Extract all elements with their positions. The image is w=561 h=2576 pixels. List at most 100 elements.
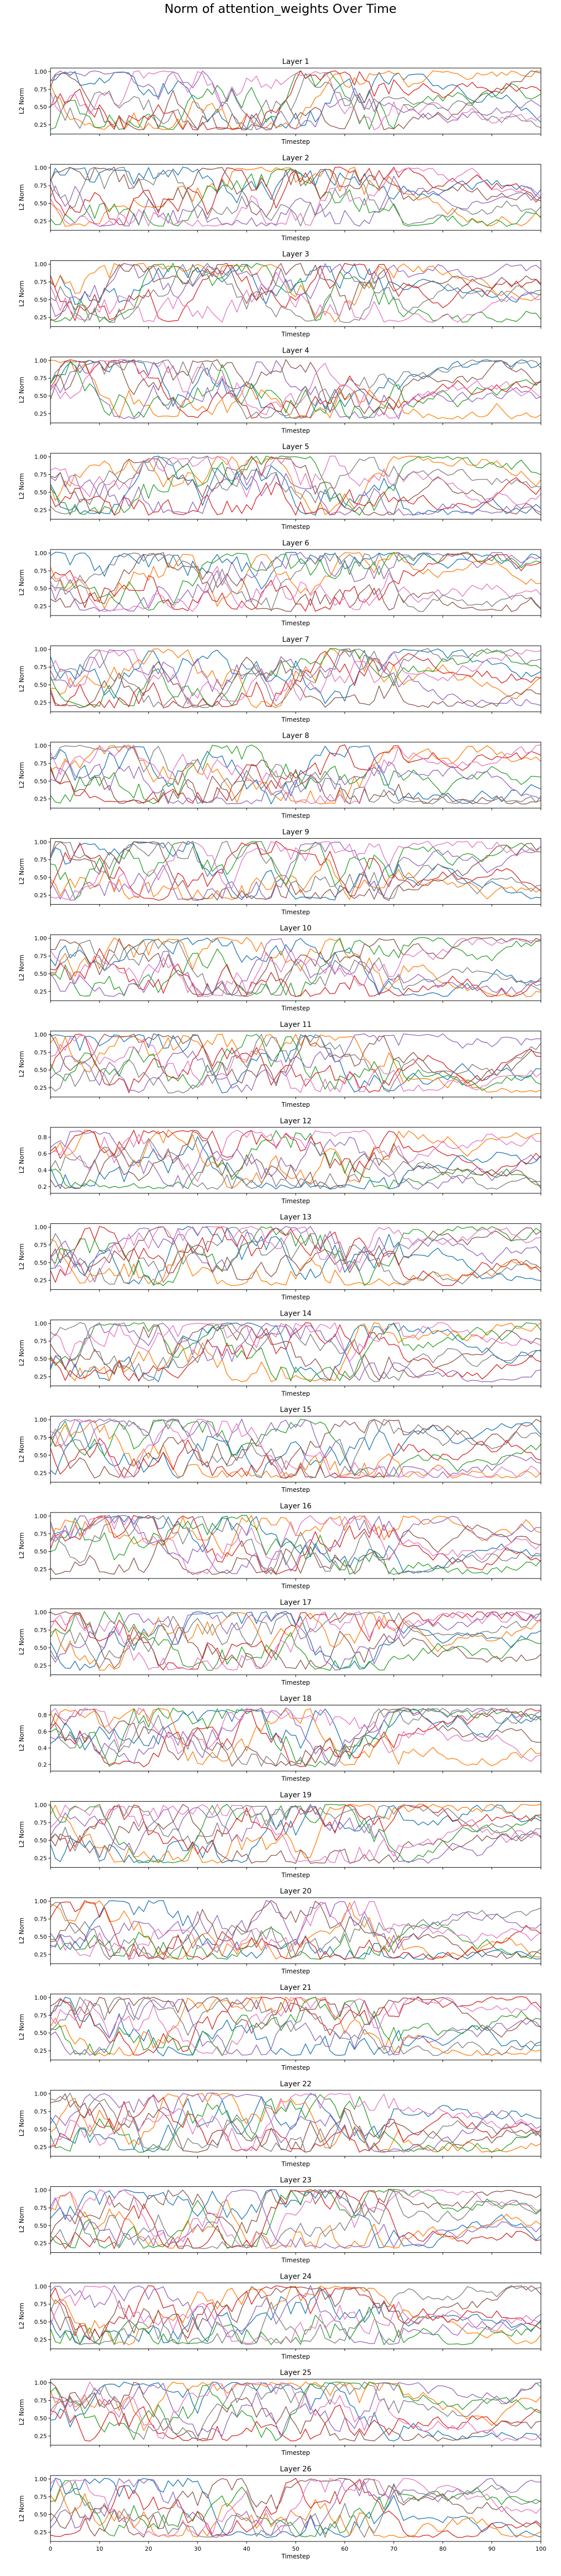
- y-axis-label: L2 Norm: [18, 762, 25, 788]
- series-line-8: [50, 648, 541, 708]
- series-line-8: [50, 552, 541, 612]
- y-tick-label: 0.25: [35, 507, 47, 513]
- panel-layer-17: Layer 17 0.25 0.50 0.75 1.00 L2 Norm Timestep: [18, 1599, 541, 1686]
- panel-title: Layer 16: [280, 1502, 311, 1510]
- y-tick-label: 0.75: [35, 471, 47, 478]
- series-line-6: [50, 1524, 541, 1575]
- series-line-7: [50, 1997, 541, 2056]
- series-line-8: [50, 1034, 541, 1093]
- panel-layer-6: Layer 6 0.25 0.50 0.75 1.00 L2 Norm Timestep: [18, 539, 541, 627]
- series-line-1: [50, 1033, 541, 1093]
- panel-layer-8: Layer 8 0.25 0.50 0.75 1.00 L2 Norm Timestep: [18, 732, 541, 820]
- y-tick-label: 0.75: [35, 1338, 47, 1345]
- y-tick-label: 0.75: [35, 279, 47, 286]
- series-line-8: [50, 745, 541, 805]
- y-axis-label: L2 Norm: [18, 666, 25, 692]
- x-tick-label: 20: [145, 2546, 152, 2552]
- x-axis-label: Timestep: [281, 1968, 310, 1975]
- x-axis-label: Timestep: [281, 2353, 310, 2360]
- axes-frame: [50, 1512, 541, 1579]
- series-line-2: [50, 2381, 541, 2431]
- series-line-1: [50, 1226, 541, 1285]
- series-group: [50, 2381, 541, 2441]
- y-tick-label: 1.00: [35, 165, 47, 172]
- panel-layer-15: Layer 15 0.25 0.50 0.75 1.00 L2 Norm Timestep: [18, 1406, 541, 1493]
- series-line-1: [50, 2092, 541, 2152]
- series-line-3: [50, 168, 541, 227]
- x-axis-label: Timestep: [281, 2064, 310, 2071]
- series-line-3: [50, 744, 541, 805]
- series-line-1: [50, 263, 541, 305]
- series-line-6: [50, 759, 541, 805]
- panel-title: Layer 10: [280, 924, 311, 933]
- y-tick-label: 0.50: [35, 393, 47, 400]
- y-tick-label: 1.00: [35, 69, 47, 75]
- series-group: [50, 2285, 541, 2346]
- series-line-8: [50, 167, 541, 227]
- series-line-2: [50, 1803, 541, 1864]
- y-tick-label: 0.25: [35, 1470, 47, 1476]
- y-axis-label: L2 Norm: [18, 2206, 25, 2233]
- panel-title: Layer 23: [280, 2176, 311, 2185]
- y-axis-label: L2 Norm: [18, 2303, 25, 2329]
- series-line-5: [50, 1611, 541, 1671]
- panel-title: Layer 20: [280, 1887, 311, 1896]
- series-line-8: [50, 1419, 541, 1478]
- series-line-7: [50, 1611, 541, 1671]
- y-tick-label: 0.75: [35, 2494, 47, 2500]
- series-line-2: [50, 648, 541, 708]
- y-tick-label: 0.50: [35, 874, 47, 881]
- series-line-4: [50, 1611, 541, 1671]
- series-line-3: [50, 1804, 541, 1864]
- series-line-1: [50, 841, 541, 901]
- y-axis-label: L2 Norm: [18, 88, 25, 114]
- y-tick-label: 0.4: [38, 1167, 47, 1174]
- y-tick-label: 0.50: [35, 2512, 47, 2518]
- y-tick-label: 0.25: [35, 2337, 47, 2344]
- series-line-5: [50, 175, 541, 227]
- series-line-6: [50, 937, 541, 995]
- y-tick-label: 0.50: [35, 778, 47, 785]
- series-line-5: [50, 1900, 541, 1949]
- y-tick-label: 0.25: [35, 2048, 47, 2054]
- series-line-4: [50, 1708, 541, 1768]
- series-line-5: [50, 2478, 541, 2537]
- series-line-6: [50, 1324, 541, 1381]
- y-tick-label: 0.75: [35, 2301, 47, 2308]
- series-line-4: [50, 359, 541, 419]
- series-line-6: [50, 1804, 541, 1864]
- series-line-4: [50, 70, 541, 130]
- y-tick-label: 0.50: [35, 1452, 47, 1459]
- y-tick-label: 1.00: [35, 1995, 47, 2001]
- x-tick-label: 100: [536, 2546, 547, 2552]
- y-tick-label: 0.25: [35, 892, 47, 899]
- x-axis-label: Timestep: [281, 1775, 310, 1783]
- series-line-4: [50, 1226, 541, 1286]
- y-tick-label: 0.50: [35, 2126, 47, 2133]
- series-line-4: [50, 477, 541, 516]
- y-tick-label: 0.50: [35, 2222, 47, 2229]
- x-axis-label: Timestep: [281, 1101, 310, 1108]
- y-tick-label: 0.75: [35, 2397, 47, 2404]
- series-line-8: [50, 456, 541, 514]
- x-axis-label: Timestep: [281, 1679, 310, 1686]
- panel-title: Layer 21: [280, 1984, 311, 1992]
- series-line-5: [50, 1418, 541, 1478]
- y-axis-label: L2 Norm: [18, 955, 25, 981]
- series-line-5: [50, 841, 541, 901]
- series-line-1: [50, 1422, 541, 1479]
- series-line-4: [50, 1515, 541, 1575]
- x-axis-label: Timestep: [281, 1871, 310, 1879]
- panel-layer-4: Layer 4 0.25 0.50 0.75 1.00 L2 Norm Timestep: [18, 346, 541, 434]
- series-line-6: [50, 2382, 541, 2441]
- x-axis-label: Timestep: [281, 2449, 310, 2456]
- y-tick-label: 0.25: [35, 1663, 47, 1669]
- series-line-5: [50, 2092, 541, 2153]
- series-line-1: [50, 1900, 541, 1960]
- series-line-6: [50, 841, 541, 901]
- x-axis-label: Timestep: [281, 1294, 310, 1301]
- x-axis-label: Timestep: [281, 1583, 310, 1590]
- y-axis-label: L2 Norm: [18, 858, 25, 885]
- series-line-1: [50, 648, 541, 704]
- series-line-3: [50, 1921, 541, 1960]
